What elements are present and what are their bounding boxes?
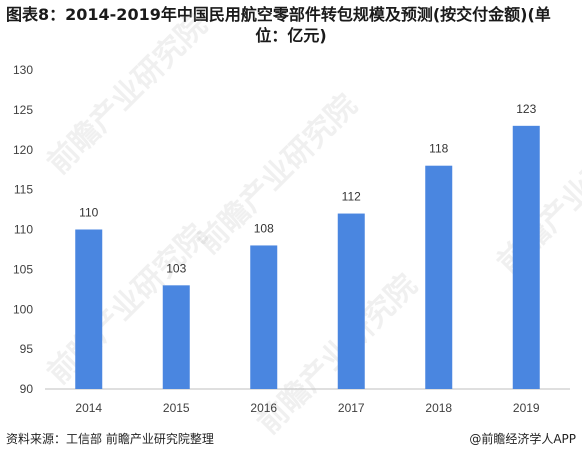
chart-title-line2: 位：亿元) — [255, 26, 327, 45]
x-tick-label: 2018 — [425, 401, 452, 415]
y-tick-label: 130 — [13, 63, 33, 77]
y-tick-label: 105 — [13, 262, 33, 276]
brand-label: @前瞻经济学人APP — [469, 432, 576, 446]
bar — [425, 165, 453, 389]
x-tick-label: 2019 — [513, 401, 540, 415]
x-tick-label: 2014 — [75, 401, 102, 415]
data-label: 123 — [516, 102, 536, 116]
data-label: 112 — [342, 190, 361, 204]
x-tick-label: 2016 — [250, 401, 277, 415]
y-tick-label: 115 — [14, 183, 33, 197]
source-note: 资料来源：工信部 前瞻产业研究院整理 — [6, 432, 214, 446]
y-tick-label: 100 — [13, 302, 33, 316]
chart-title: 图表8：2014-2019年中国民用航空零部件转包规模及预测(按交付金额)(单位… — [6, 4, 576, 46]
y-tick-label: 90 — [20, 382, 34, 396]
bar — [75, 229, 103, 389]
x-tick-label: 2015 — [163, 401, 190, 415]
bar — [250, 245, 278, 389]
y-tick-label: 110 — [14, 223, 33, 237]
data-label: 103 — [166, 261, 186, 275]
chart-title-line1: 图表8：2014-2019年中国民用航空零部件转包规模及预测(按交付金额)(单 — [6, 5, 551, 24]
y-tick-label: 125 — [13, 103, 33, 117]
y-tick-label: 120 — [13, 143, 33, 157]
x-tick-label: 2017 — [338, 401, 365, 415]
bar — [512, 125, 540, 389]
data-label: 110 — [79, 206, 98, 220]
data-label: 108 — [254, 221, 274, 235]
y-tick-label: 95 — [20, 342, 34, 356]
bar — [337, 213, 365, 389]
bar — [162, 285, 190, 389]
data-label: 118 — [429, 142, 448, 156]
